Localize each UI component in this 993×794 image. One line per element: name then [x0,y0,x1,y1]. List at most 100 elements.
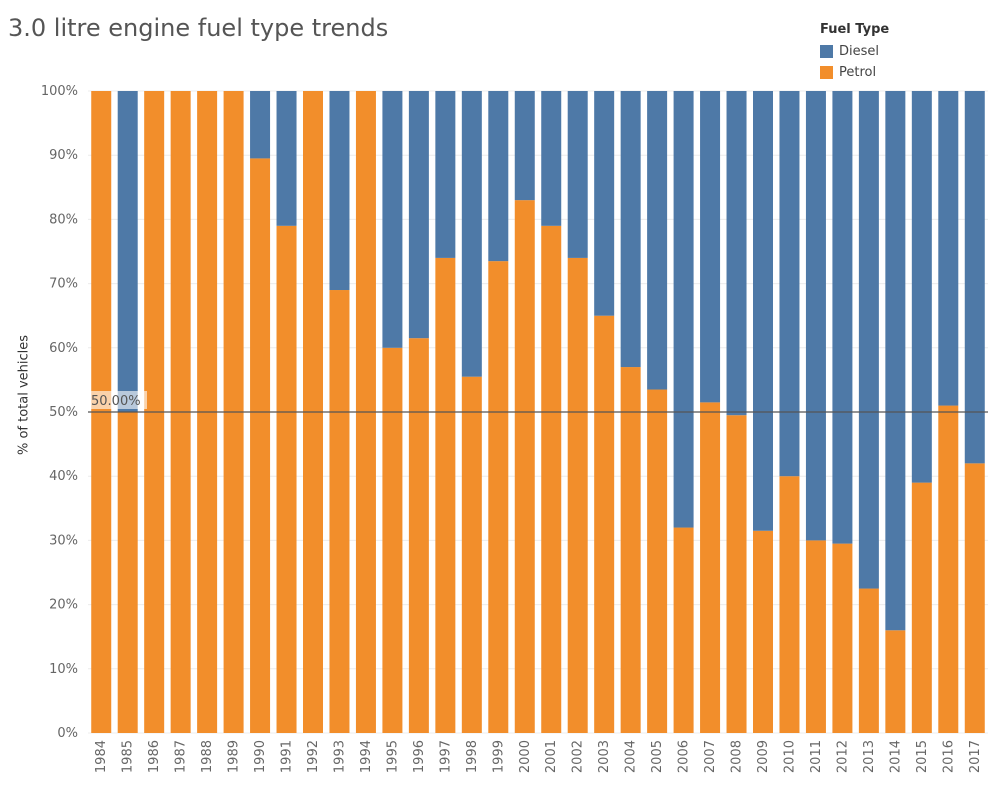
x-tick-label: 1986 [147,740,162,773]
bar-petrol-2010[interactable] [779,476,800,733]
x-tick-label: 2006 [677,740,692,773]
bar-petrol-2002[interactable] [567,257,588,733]
y-tick-label: 70% [49,277,78,292]
bar-diesel-1993[interactable] [329,91,350,291]
x-tick-label: 1998 [465,740,480,773]
bar-petrol-2007[interactable] [700,402,721,733]
bar-petrol-1993[interactable] [329,290,350,733]
bar-diesel-1990[interactable] [250,91,271,159]
legend-label-diesel: Diesel [839,44,880,59]
x-tick-label: 2007 [703,740,718,773]
x-tick-label: 1993 [332,740,347,773]
x-tick-label: 1996 [412,740,427,773]
bar-diesel-2001[interactable] [541,91,562,226]
bar-diesel-2004[interactable] [620,91,641,368]
x-tick-label: 2017 [968,740,983,773]
x-tick-label: 2009 [756,740,771,773]
bar-diesel-1996[interactable] [408,91,429,339]
x-tick-label: 1987 [174,740,189,773]
bar-petrol-1999[interactable] [488,261,509,733]
bar-petrol-2011[interactable] [805,540,826,733]
x-tick-label: 1984 [94,740,109,773]
bar-diesel-2016[interactable] [938,91,959,406]
x-tick-label: 2002 [571,740,586,773]
x-tick-label: 1988 [200,740,215,773]
x-tick-label: 2014 [888,740,903,773]
bar-diesel-1998[interactable] [461,91,482,377]
x-tick-label: 1997 [438,740,453,773]
bar-diesel-2013[interactable] [858,91,879,589]
y-tick-label: 30% [49,533,78,548]
x-tick-label: 1999 [491,740,506,773]
bar-diesel-1995[interactable] [382,91,403,348]
y-tick-label: 20% [49,598,78,613]
bar-petrol-2004[interactable] [620,367,641,733]
bar-petrol-2012[interactable] [832,543,853,733]
bar-diesel-1997[interactable] [435,91,456,258]
bar-diesel-1985[interactable] [117,91,138,412]
y-tick-label: 0% [57,726,78,741]
bar-petrol-2008[interactable] [726,415,747,733]
bar-diesel-2010[interactable] [779,91,800,477]
bar-petrol-2013[interactable] [858,588,879,733]
legend-item-diesel[interactable]: Diesel [820,41,889,62]
bar-diesel-2007[interactable] [700,91,721,403]
x-tick-label: 2012 [835,740,850,773]
bar-petrol-2003[interactable] [594,315,615,733]
x-tick-label: 1995 [385,740,400,773]
bar-petrol-2014[interactable] [885,630,906,733]
bar-diesel-2002[interactable] [567,91,588,258]
y-tick-label: 90% [49,148,78,163]
bar-petrol-1998[interactable] [461,376,482,733]
y-tick-label: 10% [49,662,78,677]
bar-petrol-1985[interactable] [117,412,138,733]
x-tick-label: 1990 [253,740,268,773]
bar-diesel-2014[interactable] [885,91,906,631]
x-tick-label: 2010 [782,740,797,773]
y-tick-label: 80% [49,212,78,227]
x-tick-label: 2004 [624,740,639,773]
reference-label-box [89,391,147,409]
y-tick-label: 100% [41,84,78,99]
bar-diesel-1999[interactable] [488,91,509,262]
x-tick-label: 2016 [941,740,956,773]
legend-swatch-petrol [820,66,833,79]
bar-diesel-2006[interactable] [673,91,694,528]
y-tick-label: 40% [49,469,78,484]
bar-petrol-1995[interactable] [382,347,403,733]
bar-petrol-2001[interactable] [541,225,562,733]
x-tick-label: 1992 [306,740,321,773]
bar-petrol-2016[interactable] [938,405,959,733]
bar-diesel-2005[interactable] [647,91,668,390]
bar-diesel-2015[interactable] [911,91,932,483]
bar-diesel-2012[interactable] [832,91,853,544]
reference-line-label: 50.00% [91,394,141,409]
bar-petrol-2017[interactable] [964,463,985,733]
bar-diesel-2003[interactable] [594,91,615,316]
bar-petrol-2015[interactable] [911,482,932,733]
bar-diesel-2008[interactable] [726,91,747,416]
legend-item-petrol[interactable]: Petrol [820,62,889,83]
x-tick-label: 2013 [862,740,877,773]
bar-diesel-1991[interactable] [276,91,297,226]
bar-petrol-1990[interactable] [250,158,271,733]
bar-diesel-2017[interactable] [964,91,985,464]
x-tick-label: 1985 [121,740,136,773]
x-tick-label: 2001 [544,740,559,773]
bar-diesel-2009[interactable] [753,91,773,531]
y-tick-label: 50% [49,405,78,420]
bar-petrol-1996[interactable] [408,338,429,733]
bar-petrol-2000[interactable] [514,200,535,733]
legend: Fuel Type Diesel Petrol [820,22,889,83]
bar-petrol-2005[interactable] [647,389,668,733]
bar-petrol-1991[interactable] [276,225,297,733]
bar-diesel-2011[interactable] [805,91,826,541]
legend-title: Fuel Type [820,22,890,37]
bar-petrol-2009[interactable] [753,530,773,733]
x-tick-label: 2000 [518,740,533,773]
x-tick-label: 1991 [280,740,295,773]
bar-diesel-2000[interactable] [514,91,535,201]
bar-petrol-2006[interactable] [673,527,694,733]
bar-petrol-1997[interactable] [435,257,456,733]
y-tick-label: 60% [49,341,78,356]
